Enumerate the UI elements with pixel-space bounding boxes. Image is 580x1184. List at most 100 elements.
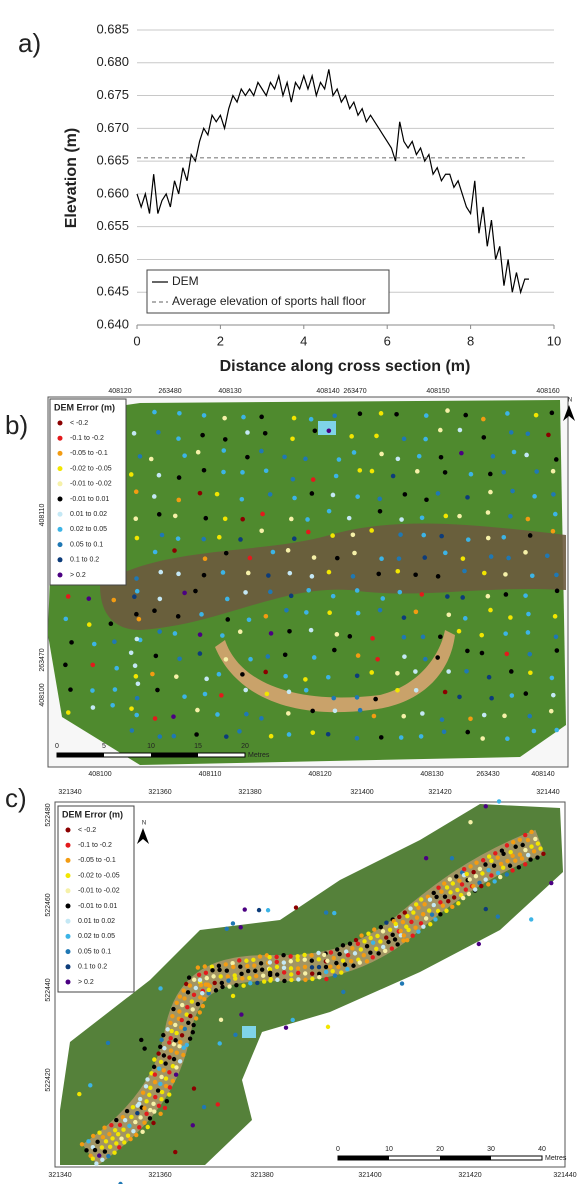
survey-point [198, 995, 202, 999]
survey-point [438, 428, 443, 433]
survey-point [523, 862, 527, 866]
panel-label: a) [18, 28, 41, 58]
survey-point [167, 1055, 171, 1059]
survey-point [424, 856, 428, 860]
survey-point [218, 974, 222, 978]
survey-point [101, 1135, 105, 1139]
survey-point [223, 437, 228, 442]
survey-point [238, 925, 242, 929]
survey-point [283, 674, 288, 679]
survey-point [393, 922, 397, 926]
survey-point [153, 550, 158, 555]
survey-point [183, 1027, 187, 1031]
survey-point [413, 572, 418, 577]
survey-point [310, 977, 314, 981]
survey-point [130, 728, 135, 733]
survey-point [281, 953, 285, 957]
legend-label: < -0.2 [70, 420, 88, 427]
survey-point [160, 533, 165, 538]
survey-point [92, 642, 97, 647]
survey-point [219, 1018, 223, 1022]
survey-point [258, 954, 262, 958]
survey-point [312, 655, 317, 660]
survey-point [397, 556, 402, 561]
survey-point [413, 925, 417, 929]
survey-point [169, 1036, 173, 1040]
survey-point [523, 848, 527, 852]
survey-point [351, 574, 356, 579]
survey-point [401, 938, 405, 942]
survey-point [102, 1126, 106, 1130]
survey-point [423, 657, 428, 662]
survey-point [199, 983, 203, 987]
survey-point [368, 950, 372, 954]
survey-point [139, 1038, 143, 1042]
legend-swatch [66, 873, 71, 878]
survey-point [191, 1123, 195, 1127]
survey-point [175, 1050, 179, 1054]
coord-label: 408140 [316, 388, 339, 395]
panel-label: c) [5, 783, 27, 813]
survey-point [84, 1148, 88, 1152]
coord-label: 263480 [158, 388, 181, 395]
survey-point [127, 1124, 131, 1128]
survey-point [332, 956, 336, 960]
survey-point [142, 1046, 146, 1050]
survey-point [180, 1018, 184, 1022]
survey-point [346, 953, 350, 957]
survey-point [216, 1102, 220, 1106]
survey-point [378, 939, 382, 943]
survey-point [291, 477, 296, 482]
survey-point [135, 1103, 139, 1107]
survey-point [526, 431, 531, 436]
survey-point [348, 941, 352, 945]
survey-point [134, 489, 139, 494]
survey-point [524, 691, 529, 696]
legend-swatch [66, 949, 71, 954]
legend-swatch [66, 980, 71, 985]
survey-point [506, 556, 511, 561]
survey-point [441, 904, 445, 908]
survey-point [481, 858, 485, 862]
survey-point [420, 711, 425, 716]
survey-point [402, 615, 407, 620]
x-axis-label: Distance along cross section (m) [220, 358, 471, 375]
page: a) Elevation (m) Distance along cross se… [0, 0, 580, 1184]
survey-point [198, 651, 203, 656]
scale-label: 10 [385, 1146, 393, 1153]
survey-point [465, 495, 470, 500]
survey-point [266, 654, 271, 659]
legend-label: 0.1 to 0.2 [78, 964, 107, 971]
survey-point [106, 1041, 110, 1045]
coord-label: 408130 [420, 771, 443, 778]
survey-point [142, 1106, 146, 1110]
survey-point [533, 837, 537, 841]
survey-point [304, 610, 309, 615]
survey-point [182, 996, 186, 1000]
survey-point [266, 908, 270, 912]
y-tick-label: 0.645 [96, 284, 129, 299]
survey-point [529, 917, 533, 921]
survey-point [176, 572, 181, 577]
survey-point [395, 671, 400, 676]
survey-point [202, 997, 206, 1001]
survey-point [210, 968, 214, 972]
survey-point [439, 534, 444, 539]
survey-point [275, 965, 279, 969]
survey-point [196, 965, 200, 969]
survey-point [268, 492, 273, 497]
survey-point [508, 615, 513, 620]
survey-point [140, 1130, 144, 1134]
survey-point [430, 913, 434, 917]
legend-label: 0.1 to 0.2 [70, 557, 99, 564]
survey-point [97, 1130, 101, 1134]
survey-point [225, 597, 230, 602]
survey-point [114, 666, 119, 671]
survey-point [439, 890, 443, 894]
survey-point [157, 473, 162, 478]
survey-point [443, 690, 448, 695]
survey-point [94, 1161, 98, 1165]
survey-point [91, 1134, 95, 1138]
y-tick-label: 0.685 [96, 21, 129, 36]
survey-point [374, 947, 378, 951]
